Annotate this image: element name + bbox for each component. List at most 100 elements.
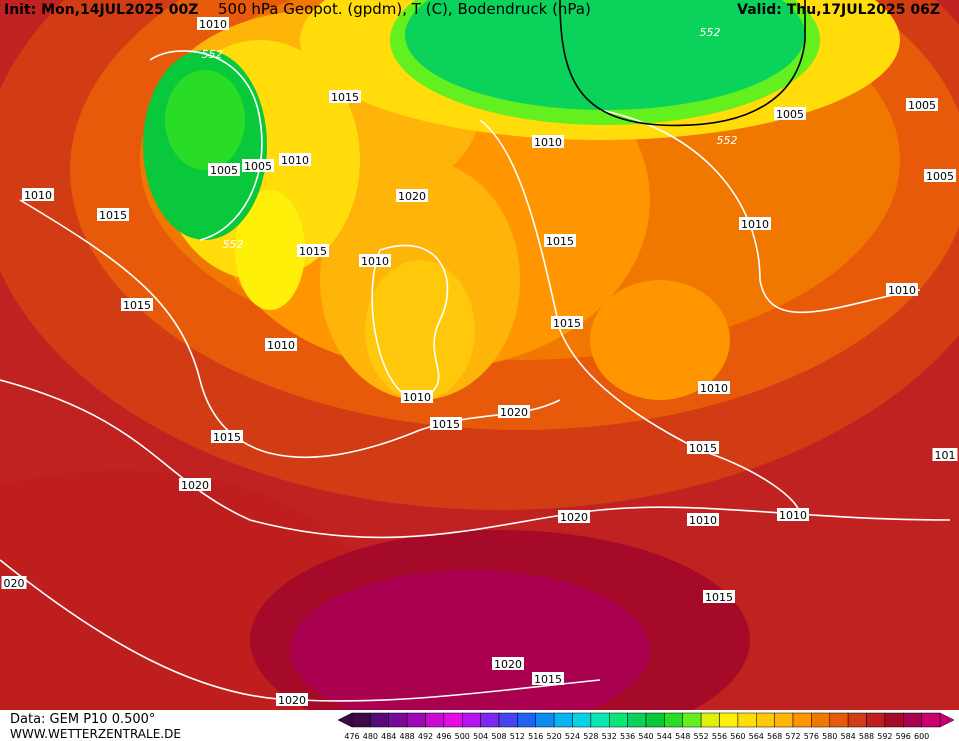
website: WWW.WETTERZENTRALE.DE (10, 727, 181, 741)
isobar-label-box (211, 430, 243, 443)
colorbar-label: 492 (418, 732, 433, 741)
colorbar-swatch (627, 712, 647, 728)
isobar-label-box (197, 17, 229, 30)
colorbar-label: 584 (840, 732, 855, 741)
colorbar-swatch (903, 712, 922, 728)
isobar-label-box (703, 590, 735, 603)
colorbar-label: 552 (693, 732, 708, 741)
isobar-label: 1015 (553, 317, 581, 330)
colorbar-swatch (388, 712, 408, 728)
isobar-label-box (498, 405, 530, 418)
colorbar-swatch (664, 712, 683, 728)
colorbar-label: 564 (749, 732, 764, 741)
isobar-label: 1005 (244, 160, 272, 173)
isobar-labels: 1010 552 1015 1010 1005 1005 1010 1015 1020 552 10… (1, 17, 958, 707)
colorbar-label: 532 (602, 732, 617, 741)
isobar-label-box (279, 153, 311, 166)
colorbar-label: 484 (381, 732, 396, 741)
isobar-label: 1015 (123, 299, 151, 312)
colorbar-swatch (590, 712, 610, 728)
colorbar-swatch (884, 712, 904, 728)
isobar-label-box (906, 98, 938, 111)
colorbar-swatch (425, 712, 445, 728)
isobars (0, 50, 951, 702)
colorbar-label: 476 (344, 732, 359, 741)
colorbar-label: 600 (914, 732, 929, 741)
colorbar-label: 572 (785, 732, 800, 741)
colorbar-label: 536 (620, 732, 635, 741)
colorbar-swatch (553, 712, 573, 728)
colorbar-label: 520 (546, 732, 561, 741)
isobar-label-box (276, 693, 308, 706)
colorbar-swatch (517, 712, 536, 728)
colorbar-swatch (498, 712, 518, 728)
colorbar-swatch (921, 712, 941, 728)
colorbar-label: 500 (455, 732, 470, 741)
isobar-label-box (492, 657, 524, 670)
colorbar-swatch (535, 712, 555, 728)
isobar-label-box (886, 283, 918, 296)
colorbar-label: 580 (822, 732, 837, 741)
colorbar-label: 544 (657, 732, 672, 741)
colorbar-label: 592 (877, 732, 892, 741)
colorbar-swatch (682, 712, 702, 728)
colorbar: 476 480 484 488 492 496 500 504 508 512 516 520 524 5… (337, 712, 955, 741)
isobar-label: 1010 (199, 18, 227, 31)
colorbar-label: 556 (712, 732, 727, 741)
colorbar-label: 568 (767, 732, 782, 741)
isobar-label-box (208, 163, 240, 176)
isobar-label: 020 (4, 577, 25, 590)
isobar-label: 1010 (534, 136, 562, 149)
isobar-label: 1015 (432, 418, 460, 431)
valid-time: Valid: Thu,17JUL2025 06Z (737, 2, 940, 18)
contour-label: 552 (700, 26, 721, 39)
isobar-label: 1010 (361, 255, 389, 268)
colorbar-swatch (774, 712, 794, 728)
isobar-label-box (121, 298, 153, 311)
data-source: Data: GEM P10 0.500° (10, 712, 155, 727)
colorbar-label: 588 (859, 732, 874, 741)
isobar-label-box (359, 254, 391, 267)
colorbar-swatch (609, 712, 628, 728)
isobar-label: 1015 (99, 209, 127, 222)
colorbar-swatch (572, 712, 592, 728)
isobar-label: 1020 (398, 190, 426, 203)
contour-label: 552 (202, 48, 223, 61)
colorbar-swatch (370, 712, 389, 728)
colorbar-label: 512 (510, 732, 525, 741)
isobar-label: 1005 (210, 164, 238, 177)
isobar-label: 101 (935, 449, 956, 462)
colorbar-label: 596 (896, 732, 911, 741)
isobar-label: 1010 (689, 514, 717, 527)
isobar-label-box (687, 441, 719, 454)
colorbar-label: 504 (473, 732, 488, 741)
colorbar-label: 496 (436, 732, 451, 741)
colorbar-swatch (645, 712, 665, 728)
isobar-label-box (22, 188, 54, 201)
isobar-label: 1020 (560, 511, 588, 524)
isobar-label-box (97, 208, 129, 221)
isobar-label: 1015 (299, 245, 327, 258)
colorbar-swatch (406, 712, 426, 728)
isobar-label: 1005 (776, 108, 804, 121)
isobar-label: 1010 (779, 509, 807, 522)
colorbar-swatch (756, 712, 775, 728)
colorbar-label: 524 (565, 732, 580, 741)
isobar-label: 1020 (494, 658, 522, 671)
colorbar-label: 508 (491, 732, 506, 741)
isobar-label: 1010 (267, 339, 295, 352)
colorbar-label: 480 (363, 732, 378, 741)
colorbar-swatch (700, 712, 720, 728)
colorbar-swatch (462, 712, 481, 728)
colorbar-label: 516 (528, 732, 543, 741)
isobar-label: 1015 (546, 235, 574, 248)
contour-label: 552 (223, 238, 244, 251)
colorbar-label: 540 (638, 732, 653, 741)
colorbar-swatch (847, 712, 867, 728)
isobar-label: 1010 (741, 218, 769, 231)
isobar-label-box (932, 448, 958, 461)
map-title: 500 hPa Geopot. (gpdm), T (C), Bodendruc… (218, 0, 591, 18)
isobar-label-box (687, 513, 719, 526)
isobar-label: 1015 (705, 591, 733, 604)
isobar-label-box (297, 244, 329, 257)
